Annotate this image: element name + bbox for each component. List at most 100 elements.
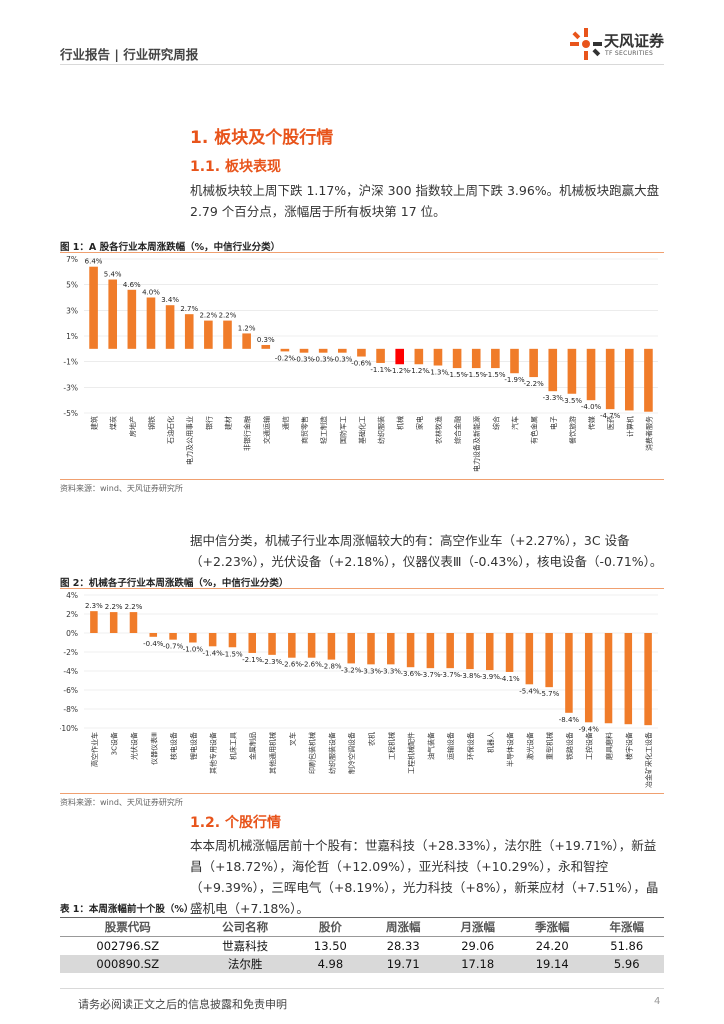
section-heading: 1. 板块及个股行情 [190, 128, 334, 148]
y-tick-label: 5% [66, 281, 78, 290]
data-label: -2.6% [301, 661, 322, 669]
bar [208, 633, 217, 647]
category-label: 传媒 [587, 416, 596, 430]
category-label: 煤炭 [109, 416, 118, 430]
bar [471, 348, 481, 369]
bar [586, 348, 596, 401]
bar [223, 320, 232, 349]
category-label: 印刷包装机械 [308, 732, 317, 774]
y-tick-label: 1% [66, 332, 78, 341]
category-label: 磨具磨料 [605, 732, 614, 760]
data-label: 2.3% [85, 602, 103, 610]
data-label: -0.2% [275, 354, 296, 362]
data-label: -1.9% [504, 376, 525, 384]
table-row: 002796.SZ 世嘉科技 13.50 28.33 29.06 24.20 5… [60, 937, 664, 956]
category-label: 仪器仪表Ⅲ [149, 732, 158, 765]
figure1-title: 图 1：A 股各行业本周涨跌幅（%，中信行业分类） [60, 242, 281, 253]
category-label: 交通运输 [262, 416, 271, 444]
category-label: 机器人 [486, 732, 495, 753]
category-label: 纺织服装 [377, 416, 386, 444]
bar [280, 348, 290, 352]
data-label: -3.7% [440, 671, 461, 679]
data-label: -2.1% [242, 656, 263, 664]
col-header: 年涨幅 [589, 917, 664, 937]
category-label: 国防军工 [338, 416, 347, 444]
category-label: 机床工具 [228, 732, 237, 760]
y-tick-label: -10% [60, 724, 78, 733]
bar [261, 344, 271, 349]
data-label: -1.2% [390, 367, 411, 375]
table-cell: 28.33 [386, 939, 420, 953]
data-label: -2.3% [262, 658, 283, 666]
bar [414, 348, 424, 365]
category-label: 金属制品 [248, 732, 257, 760]
data-label: 4.6% [123, 281, 141, 289]
category-label: 电力及公用事业 [185, 416, 194, 465]
category-label: 消费者服务 [644, 416, 653, 451]
bar [228, 633, 237, 648]
category-label: 石油石化 [166, 416, 175, 444]
header-divider [60, 64, 664, 65]
figure1-bottom-line [60, 479, 664, 480]
figure2-source: 资料来源：wind、天风证券研究所 [60, 798, 183, 807]
category-label: 家电 [415, 416, 424, 430]
bar [406, 633, 415, 668]
bar [395, 348, 405, 365]
data-label: -3.3% [361, 667, 382, 675]
bar [90, 611, 98, 633]
category-label: 通信 [281, 416, 290, 430]
data-label: -1.5% [485, 371, 506, 379]
category-label: 工控设备 [585, 732, 594, 760]
category-label: 电力设备及新能源 [472, 416, 481, 472]
bar [327, 633, 336, 660]
bar [584, 633, 593, 723]
category-label: 3C设备 [110, 732, 119, 755]
data-label: -5.4% [519, 687, 540, 695]
table-cell: 5.96 [589, 955, 664, 973]
category-label: 纺织服装设备 [327, 732, 336, 774]
bar [357, 348, 366, 357]
table-cell: 24.20 [535, 939, 569, 953]
table-cell: 4.98 [294, 955, 366, 973]
data-label: 4.0% [142, 289, 160, 297]
category-label: 建材 [224, 416, 233, 430]
data-label: -4.0% [581, 403, 602, 411]
y-tick-label: 3% [66, 306, 78, 315]
bar [548, 348, 558, 392]
footer-disclaimer: 请务必阅读正文之后的信息披露和免责申明 [78, 998, 287, 1011]
table-cell: 000890.SZ [60, 955, 196, 973]
data-label: -0.3% [332, 356, 353, 364]
bar [545, 633, 553, 688]
sector-paragraph: 机械板块较上周下跌 1.17%，沪深 300 指数较上周下跌 3.96%。机械板… [190, 183, 660, 219]
col-header: 月涨幅 [440, 917, 515, 937]
data-label: 2.2% [125, 603, 143, 611]
category-label: 机械 [396, 416, 405, 430]
category-label: 农林牧渔 [434, 416, 443, 444]
data-label: -8.4% [559, 716, 580, 724]
sub-heading-stocks: 1.2. 个股行情 [190, 815, 281, 831]
bar [129, 612, 138, 633]
brand-name: 天风证券 [604, 32, 665, 50]
table-row: 000890.SZ 法尔胜 4.98 19.71 17.18 19.14 5.9… [60, 955, 664, 973]
y-tick-label: -2% [63, 648, 78, 657]
bar [604, 633, 613, 724]
y-tick-label: -8% [63, 705, 78, 714]
data-label: -0.3% [313, 356, 334, 364]
figure2-bottom-line [60, 793, 664, 794]
data-label: 2.2% [105, 603, 123, 611]
category-label: 钢铁 [147, 416, 156, 430]
y-tick-label: -1% [63, 358, 78, 367]
data-label: -3.3% [543, 394, 564, 402]
data-label: -9.4% [579, 725, 600, 733]
category-label: 楼宇设备 [624, 732, 633, 760]
table1-title: 表 1：本周涨幅前十个股（%） [60, 904, 194, 915]
bar [204, 320, 213, 349]
category-label: 半导体设备 [506, 732, 515, 767]
data-label: -1.1% [370, 366, 391, 374]
col-header: 周涨幅 [365, 917, 441, 937]
data-label: -0.7% [163, 643, 184, 651]
category-label: 锂电设备 [189, 732, 198, 760]
bar [565, 633, 573, 713]
data-label: -4.1% [499, 675, 520, 683]
category-label: 银行 [204, 416, 213, 430]
